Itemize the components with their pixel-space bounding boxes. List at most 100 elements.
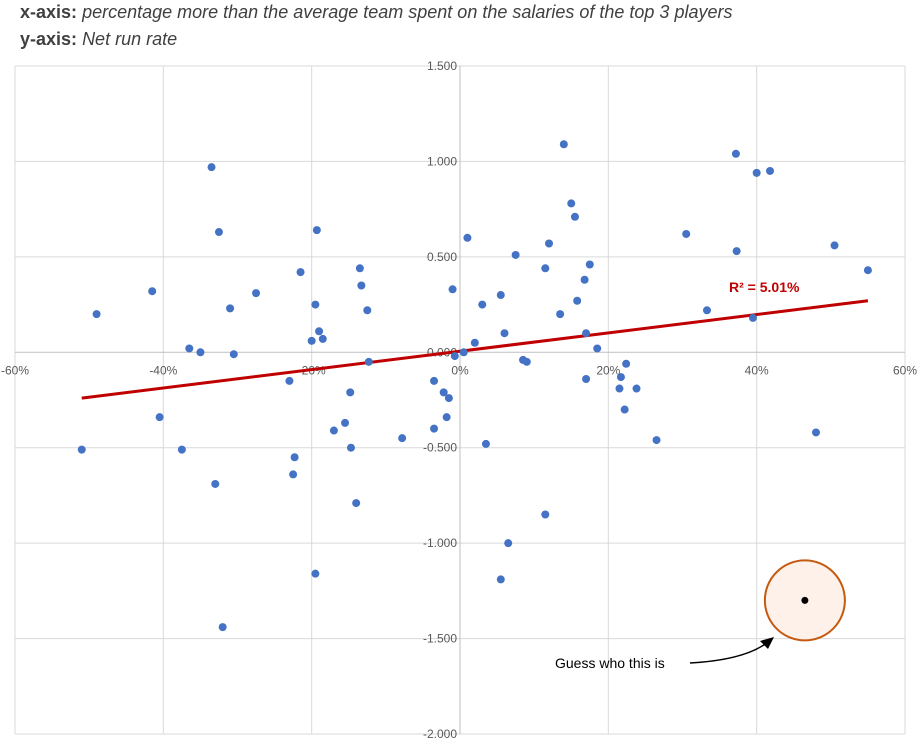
data-point bbox=[252, 289, 261, 298]
data-point bbox=[318, 334, 327, 343]
data-point bbox=[593, 344, 602, 353]
data-point bbox=[196, 348, 205, 357]
data-point bbox=[459, 348, 468, 357]
data-point bbox=[616, 373, 625, 382]
data-point bbox=[702, 306, 711, 315]
data-point bbox=[615, 384, 624, 393]
data-point bbox=[439, 388, 448, 397]
data-point bbox=[731, 149, 740, 158]
data-point bbox=[585, 260, 594, 269]
data-point bbox=[341, 418, 350, 427]
data-point bbox=[500, 329, 509, 338]
data-point bbox=[363, 306, 372, 315]
y-tick-label: 0.500 bbox=[427, 250, 457, 264]
data-point bbox=[92, 310, 101, 319]
data-point bbox=[307, 336, 316, 345]
data-point bbox=[442, 413, 451, 422]
data-point bbox=[290, 453, 299, 462]
y-axis-caption-key: y-axis: bbox=[20, 29, 78, 49]
data-point bbox=[511, 250, 520, 259]
data-points bbox=[77, 140, 872, 632]
data-point bbox=[311, 300, 320, 309]
data-point bbox=[573, 296, 582, 305]
trendline bbox=[81, 299, 869, 400]
data-point bbox=[448, 285, 457, 294]
data-point bbox=[541, 510, 550, 519]
data-point bbox=[766, 166, 775, 175]
data-point bbox=[682, 229, 691, 238]
trendline-group: R² = 5.01% bbox=[81, 279, 869, 400]
y-axis-caption: y-axis: Net run rate bbox=[20, 28, 177, 50]
data-point bbox=[346, 443, 355, 452]
data-point bbox=[430, 376, 439, 385]
annotation-arrowhead bbox=[760, 637, 774, 649]
x-tick-label: -40% bbox=[149, 363, 177, 377]
data-point bbox=[214, 228, 223, 237]
data-point bbox=[622, 359, 631, 368]
data-point bbox=[218, 623, 227, 632]
annotation-arrow bbox=[689, 641, 769, 664]
data-point bbox=[732, 247, 741, 256]
data-point bbox=[364, 357, 373, 366]
data-point bbox=[496, 575, 505, 584]
data-point bbox=[478, 300, 487, 309]
data-point bbox=[211, 479, 220, 488]
data-point bbox=[632, 384, 641, 393]
data-point bbox=[155, 413, 164, 422]
x-axis-caption: x-axis: percentage more than the average… bbox=[20, 1, 732, 23]
data-point bbox=[580, 275, 589, 284]
r-squared-label: R² = 5.01% bbox=[729, 279, 800, 295]
data-point bbox=[226, 304, 235, 313]
x-tick-label: 20% bbox=[596, 363, 620, 377]
data-point bbox=[329, 426, 338, 435]
y-tick-label: -1.500 bbox=[423, 632, 457, 646]
data-point bbox=[357, 281, 366, 290]
data-point bbox=[812, 428, 820, 437]
y-tick-label: -0.500 bbox=[423, 441, 457, 455]
data-point bbox=[582, 375, 591, 384]
x-axis-caption-key: x-axis: bbox=[20, 2, 78, 22]
data-point bbox=[470, 338, 479, 347]
data-point bbox=[177, 445, 186, 454]
data-point bbox=[504, 539, 513, 548]
data-point bbox=[582, 329, 591, 338]
data-point bbox=[559, 140, 568, 149]
annotation-label: Guess who this is bbox=[555, 655, 665, 671]
x-tick-label: 40% bbox=[745, 363, 769, 377]
data-point bbox=[355, 264, 364, 273]
data-point bbox=[312, 226, 321, 235]
y-tick-label: 1.500 bbox=[427, 59, 457, 73]
data-point bbox=[229, 350, 238, 359]
data-point bbox=[620, 405, 629, 414]
data-point bbox=[207, 163, 216, 172]
data-point bbox=[481, 439, 490, 448]
data-point bbox=[830, 241, 839, 250]
data-point bbox=[346, 388, 355, 397]
data-point bbox=[430, 424, 439, 433]
data-point bbox=[463, 233, 472, 242]
data-point bbox=[567, 199, 576, 208]
data-point bbox=[752, 168, 761, 177]
data-point bbox=[556, 310, 565, 319]
data-point bbox=[289, 470, 298, 479]
data-point bbox=[545, 239, 553, 248]
y-axis-caption-text: Net run rate bbox=[82, 29, 178, 49]
data-point bbox=[444, 394, 453, 403]
data-point bbox=[311, 569, 320, 578]
data-point bbox=[748, 313, 757, 322]
annotation-group: Guess who this is bbox=[555, 559, 846, 671]
y-tick-label: -1.000 bbox=[423, 536, 457, 550]
data-point bbox=[148, 287, 157, 296]
data-point bbox=[863, 266, 872, 275]
data-point bbox=[541, 264, 550, 273]
data-point bbox=[352, 499, 361, 508]
x-tick-label: 60% bbox=[893, 363, 917, 377]
data-point bbox=[77, 445, 86, 454]
data-point bbox=[285, 376, 294, 385]
data-point bbox=[398, 434, 407, 443]
data-point bbox=[570, 212, 579, 221]
data-point bbox=[296, 268, 305, 277]
data-point bbox=[496, 291, 505, 300]
y-tick-label: 1.000 bbox=[427, 154, 457, 168]
